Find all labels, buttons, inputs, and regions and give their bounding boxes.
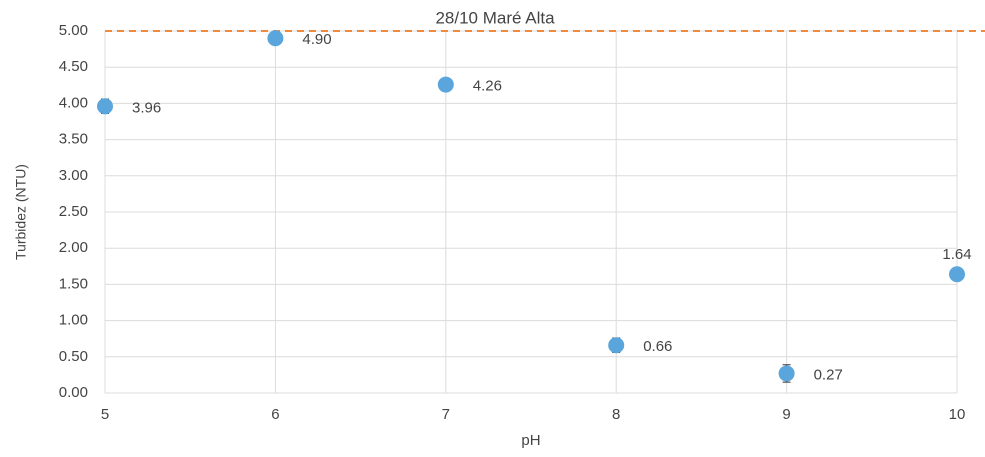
- y-tick-label: 3.50: [59, 131, 88, 148]
- y-tick-label: 5.00: [59, 22, 88, 39]
- point: [949, 266, 965, 283]
- data-label: 4.90: [302, 31, 331, 48]
- y-tick-label: 1.50: [59, 275, 88, 292]
- y-tick-label: 2.50: [59, 203, 88, 220]
- y-tick-label: 2.00: [59, 239, 88, 256]
- x-tick-label: 7: [442, 406, 450, 423]
- y-tick-label: 4.00: [59, 94, 88, 111]
- y-tick-label: 1.00: [59, 312, 88, 329]
- y-tick-label: 4.50: [59, 58, 88, 75]
- y-axis-title: Turbidez (NTU): [13, 164, 29, 260]
- data-label: 3.96: [132, 99, 161, 116]
- chart-title: 28/10 Maré Alta: [435, 8, 555, 27]
- y-tick-label: 0.50: [59, 348, 88, 365]
- x-tick-label: 6: [271, 406, 279, 423]
- point: [778, 365, 795, 382]
- data-label: 0.27: [814, 366, 843, 383]
- x-tick-label: 9: [782, 406, 790, 423]
- y-tick-label: 0.00: [59, 384, 88, 401]
- y-tick-label: 3.00: [59, 167, 88, 184]
- data-label: 0.66: [643, 338, 672, 355]
- point: [267, 30, 284, 47]
- data-label: 4.26: [473, 78, 502, 95]
- point: [437, 76, 454, 93]
- x-tick-label: 8: [612, 406, 620, 423]
- x-tick-label: 10: [949, 406, 966, 423]
- x-tick-label: 5: [101, 406, 109, 423]
- data-label: 1.64: [942, 246, 971, 263]
- x-axis-title: pH: [521, 432, 540, 449]
- point: [97, 98, 113, 115]
- point: [608, 337, 625, 354]
